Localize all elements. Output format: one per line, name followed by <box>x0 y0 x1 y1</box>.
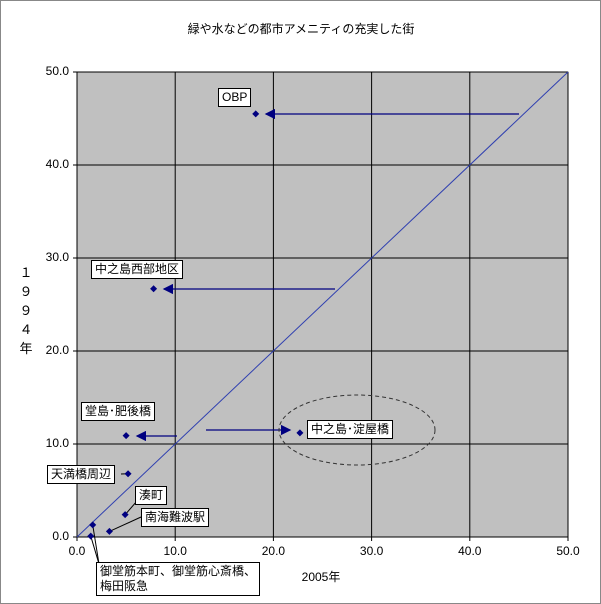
point <box>252 110 260 118</box>
y-tick-label: 10.0 <box>46 436 70 450</box>
y-tick-label: 50.0 <box>46 64 70 78</box>
point-label: 中之島･淀屋橋 <box>307 420 394 439</box>
point <box>122 432 130 440</box>
point-label: 湊町 <box>135 486 168 505</box>
y-tick-label: 20.0 <box>46 343 70 357</box>
x-tick-label: 50.0 <box>556 544 580 558</box>
point-label: 堂島･肥後橋 <box>81 402 156 421</box>
x-tick-label: 10.0 <box>164 544 188 558</box>
y-axis-title: １９９４年 <box>19 265 33 356</box>
point-label: 御堂筋本町、御堂筋心斎橋、 梅田阪急 <box>96 562 261 596</box>
point <box>121 511 129 519</box>
point <box>150 285 158 293</box>
point <box>89 521 97 529</box>
x-axis-title: 2005年 <box>302 570 341 584</box>
point-label: 天満橋周辺 <box>47 465 116 484</box>
chart-title: 緑や水などの都市アメニティの充実した街 <box>188 21 415 36</box>
point-label: OBP <box>218 88 252 107</box>
y-tick-label: 30.0 <box>46 250 70 264</box>
point <box>124 470 132 478</box>
reference-diagonal <box>76 71 569 538</box>
y-tick-label: 40.0 <box>46 157 70 171</box>
leader-line <box>90 535 100 565</box>
x-tick-label: 0.0 <box>69 544 86 558</box>
leader-line <box>92 524 100 565</box>
x-tick-label: 20.0 <box>262 544 286 558</box>
y-tick-label: 0.0 <box>52 529 69 543</box>
point-label: 南海難波駅 <box>141 508 210 527</box>
x-tick-label: 40.0 <box>458 544 482 558</box>
leader-line <box>109 516 142 532</box>
highlight-ellipse <box>278 394 436 466</box>
point <box>296 429 304 437</box>
point-label: 中之島西部地区 <box>91 260 184 279</box>
point <box>105 527 113 535</box>
point <box>87 532 95 540</box>
x-tick-label: 30.0 <box>360 544 384 558</box>
